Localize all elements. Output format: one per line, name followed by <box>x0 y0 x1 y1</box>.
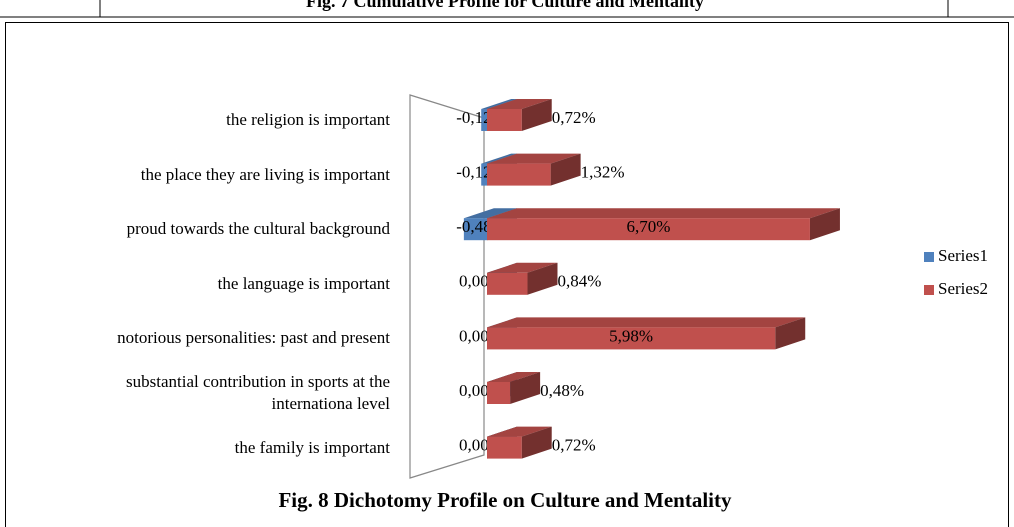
bar <box>487 262 558 295</box>
bar-face <box>510 372 541 404</box>
bar-face <box>487 99 552 109</box>
category-label: substantial contribution in sports at th… <box>126 372 390 413</box>
category-label: the family is important <box>234 437 390 457</box>
bar-face <box>487 382 511 404</box>
data-label: 5,98% <box>609 326 653 345</box>
category-label: the religion is important <box>226 110 390 129</box>
legend-label: Series1 <box>938 246 988 265</box>
bar <box>487 153 581 186</box>
bar-face <box>487 109 522 131</box>
bar-face <box>481 163 487 186</box>
category-label: the place they are living is important <box>140 164 390 184</box>
chart-title: Fig. 8 Dichotomy Profile on Culture and … <box>278 488 732 512</box>
bar <box>487 426 552 459</box>
bar <box>487 99 552 131</box>
bar-face <box>487 153 581 164</box>
bar <box>487 372 541 404</box>
bar-face <box>487 372 541 382</box>
data-label: 0,48% <box>540 381 584 400</box>
bar-face <box>527 262 558 295</box>
category-label: proud towards the cultural background <box>126 219 390 239</box>
bar-face <box>487 272 528 295</box>
chart-border <box>5 22 1009 527</box>
bar-face <box>487 317 806 328</box>
bar-face <box>481 153 517 164</box>
bar-face <box>487 327 776 350</box>
data-label: 6,70% <box>627 217 671 236</box>
bar-face <box>487 208 840 219</box>
bar-face <box>487 218 810 241</box>
back-wall <box>409 94 485 479</box>
data-label: 0,84% <box>558 272 602 291</box>
bar-face <box>463 208 517 219</box>
bar-face <box>487 426 552 437</box>
data-label: 1,32% <box>581 163 625 182</box>
bar <box>487 208 840 241</box>
bar-face <box>487 262 558 273</box>
bar-face <box>521 99 552 131</box>
bar-face <box>775 317 806 350</box>
legend-label: Series2 <box>938 279 988 298</box>
previous-caption: Fig. 7 Cumulative Profile for Culture an… <box>306 0 704 11</box>
bar-face <box>481 99 517 109</box>
category-label: notorious personalities: past and presen… <box>117 328 390 348</box>
data-label: 0,72% <box>552 108 596 127</box>
legend-swatch <box>924 285 934 295</box>
bar-face <box>487 163 551 186</box>
bar-face <box>481 109 487 131</box>
bar-face <box>521 426 552 459</box>
bar-face <box>487 436 522 459</box>
bar <box>487 317 806 350</box>
category-label: the language is important <box>217 273 390 293</box>
data-label: 0,72% <box>552 436 596 455</box>
bar-face <box>809 208 840 241</box>
bar-face <box>550 153 581 186</box>
legend-swatch <box>924 252 934 262</box>
bar-face <box>463 218 487 241</box>
